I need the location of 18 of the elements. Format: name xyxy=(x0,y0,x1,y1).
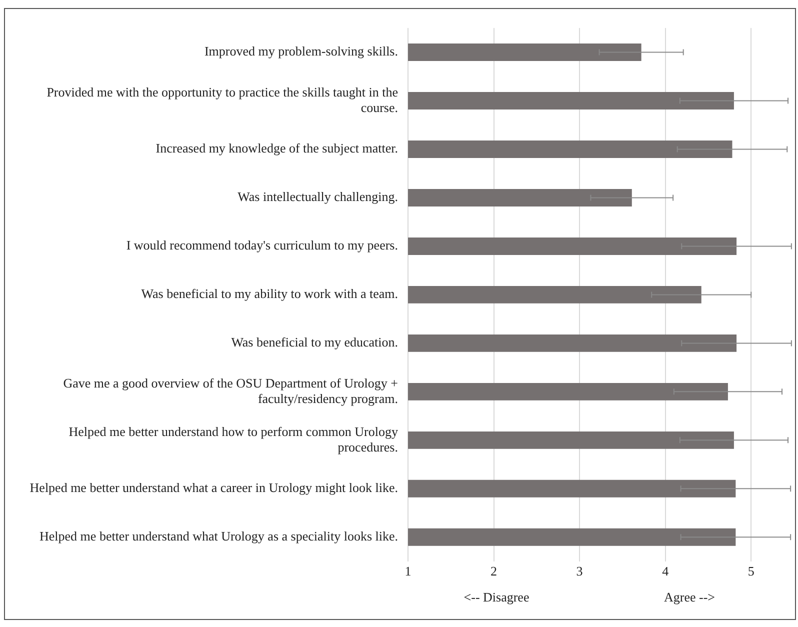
text: Agree --> xyxy=(664,589,715,604)
y-tick-label: Helped me better understand how to perform common Urology procedures. xyxy=(68,424,398,454)
y-tick-label: Increased my knowledge of the subject matter. xyxy=(156,140,398,156)
x-tick-label: 4 xyxy=(662,564,670,579)
y-tick-label: I would recommend today's curriculum to my peers. xyxy=(126,238,398,253)
x-tick-label: 1 xyxy=(404,564,412,579)
x-tick-label: 3 xyxy=(576,564,583,579)
y-tick-label: Was intellectually challenging. xyxy=(238,189,398,204)
x-tick-label: 2 xyxy=(490,564,498,579)
y-tick-label: Helped me better understand what Urology as a speciality looks like. xyxy=(40,528,398,544)
y-tick-label: Helped me better understand what a career in Urology might look like. xyxy=(30,480,398,496)
y-tick-label: Provided me with the opportunity to practice the skills taught in the course. xyxy=(46,84,398,115)
y-tick-label: Improved my problem-solving skills. xyxy=(204,44,398,59)
y-tick-label: Was beneficial to my ability to work with a team. xyxy=(141,286,398,302)
y-tick-label: Gave me a good overview of the OSU Department of Urology + faculty/residency program. xyxy=(63,375,398,406)
text: <-- Disagree xyxy=(464,589,530,604)
x-tick-label: 5 xyxy=(748,564,754,579)
y-tick-label: Was beneficial to my education. xyxy=(231,334,398,350)
